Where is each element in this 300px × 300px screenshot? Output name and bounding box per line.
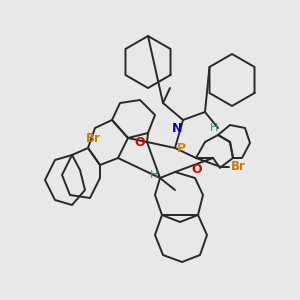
Text: H: H	[210, 123, 218, 133]
Text: O: O	[134, 136, 145, 148]
Text: N: N	[172, 122, 182, 135]
Text: H: H	[150, 170, 158, 180]
Text: Br: Br	[231, 160, 246, 173]
Text: Br: Br	[86, 131, 101, 145]
Text: P: P	[177, 142, 186, 154]
Text: O: O	[192, 163, 202, 176]
